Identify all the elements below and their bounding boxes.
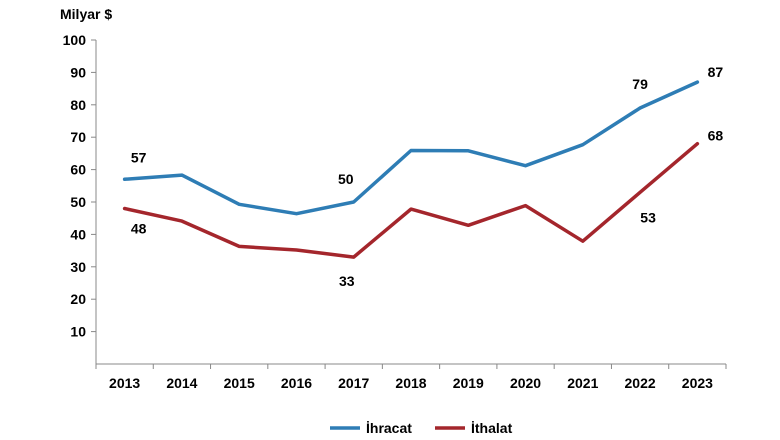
x-tick-label: 2017 [338, 375, 369, 391]
series-lines [122, 80, 700, 259]
data-label: 33 [339, 273, 355, 289]
series-line-ithalat [122, 141, 700, 259]
legend-label: İthalat [471, 420, 513, 436]
y-tick-label: 90 [70, 64, 86, 80]
data-label: 53 [640, 209, 656, 225]
y-tick-label: 40 [70, 226, 86, 242]
x-tick-label: 2023 [682, 375, 713, 391]
data-label: 79 [632, 76, 648, 92]
y-tick-label: 80 [70, 97, 86, 113]
y-tick-label: 60 [70, 162, 86, 178]
y-tick-label: 70 [70, 129, 86, 145]
y-tick-label: 50 [70, 194, 86, 210]
data-label: 87 [708, 64, 724, 80]
legend-label: İhracat [366, 420, 412, 436]
data-label: 48 [131, 220, 147, 236]
y-tick-label: 30 [70, 259, 86, 275]
x-tick-label: 2015 [224, 375, 255, 391]
x-tick-label: 2018 [395, 375, 426, 391]
y-ticks: 10 20 30 40 50 60 70 80 90 100 [63, 32, 96, 340]
data-label: 57 [131, 149, 147, 165]
data-label: 50 [338, 171, 354, 187]
x-tick-label: 2016 [281, 375, 312, 391]
series-line-ihracat [122, 80, 700, 216]
x-tick-label: 2014 [166, 375, 197, 391]
y-tick-label: 100 [63, 32, 87, 48]
x-tick-label: 2021 [567, 375, 598, 391]
data-labels: 57 50 79 87 48 33 53 68 [131, 64, 724, 289]
y-tick-label: 20 [70, 291, 86, 307]
x-tick-label: 2020 [510, 375, 541, 391]
x-ticks: 2013 2014 2015 2016 2017 2018 2019 2020 2021 2022… [95, 364, 727, 391]
legend: İhracat İthalat [330, 420, 513, 436]
x-tick-label: 2022 [625, 375, 656, 391]
x-tick-label: 2013 [109, 375, 140, 391]
y-axis-label: Milyar $ [60, 6, 112, 22]
y-tick-label: 10 [70, 324, 86, 340]
x-tick-label: 2019 [453, 375, 484, 391]
data-label: 68 [708, 128, 724, 144]
